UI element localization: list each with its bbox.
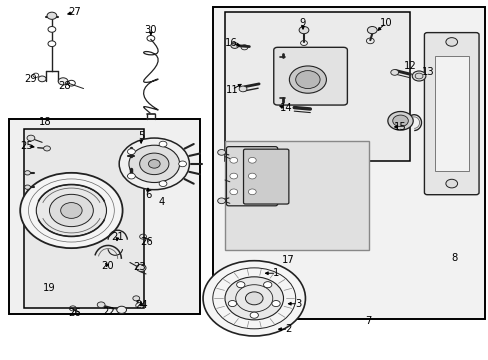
Circle shape — [159, 141, 166, 147]
Text: 16: 16 — [224, 38, 237, 48]
Circle shape — [236, 282, 244, 288]
Circle shape — [411, 71, 425, 81]
Circle shape — [127, 149, 135, 154]
Circle shape — [445, 179, 457, 188]
Bar — [224, 140, 368, 250]
Circle shape — [24, 185, 30, 189]
Circle shape — [289, 66, 326, 93]
Text: 26: 26 — [141, 237, 153, 247]
Circle shape — [97, 302, 105, 308]
Text: 15: 15 — [393, 122, 406, 132]
Circle shape — [47, 12, 57, 19]
Text: 23: 23 — [133, 262, 146, 272]
Text: 18: 18 — [39, 117, 52, 127]
Text: 12: 12 — [403, 61, 416, 71]
Text: 25: 25 — [20, 140, 33, 150]
Circle shape — [48, 41, 56, 46]
Circle shape — [119, 138, 189, 190]
FancyBboxPatch shape — [424, 33, 478, 195]
Text: 7: 7 — [365, 316, 371, 325]
Circle shape — [38, 76, 46, 82]
Circle shape — [248, 157, 256, 163]
Circle shape — [117, 306, 126, 314]
Circle shape — [248, 173, 256, 179]
Text: 30: 30 — [144, 25, 157, 35]
Circle shape — [136, 303, 143, 309]
Circle shape — [248, 189, 256, 195]
Text: 20: 20 — [102, 261, 114, 271]
Text: 27: 27 — [68, 7, 81, 17]
Circle shape — [245, 292, 263, 305]
Text: 28: 28 — [59, 81, 71, 91]
Text: 11: 11 — [225, 85, 238, 95]
Circle shape — [36, 185, 106, 236]
Text: 10: 10 — [379, 18, 391, 28]
Circle shape — [27, 135, 35, 141]
Bar — [24, 129, 143, 309]
Text: 26: 26 — [68, 309, 81, 318]
Text: 4: 4 — [158, 197, 164, 207]
Circle shape — [229, 189, 237, 195]
Circle shape — [129, 145, 179, 183]
Circle shape — [229, 173, 237, 179]
Bar — [224, 12, 409, 161]
Circle shape — [249, 312, 258, 318]
Circle shape — [136, 264, 146, 271]
Circle shape — [178, 161, 186, 167]
Circle shape — [229, 157, 237, 163]
Circle shape — [224, 277, 283, 320]
Text: 17: 17 — [282, 255, 294, 265]
Circle shape — [228, 301, 236, 307]
Text: 8: 8 — [450, 253, 456, 263]
Text: 2: 2 — [285, 324, 291, 334]
Circle shape — [48, 27, 56, 32]
Circle shape — [239, 86, 246, 92]
Bar — [9, 119, 199, 315]
FancyBboxPatch shape — [243, 149, 288, 204]
Text: 21: 21 — [111, 232, 124, 242]
Circle shape — [203, 261, 305, 336]
Circle shape — [299, 27, 308, 34]
Circle shape — [43, 146, 50, 151]
Circle shape — [445, 38, 457, 46]
Circle shape — [24, 171, 30, 175]
Circle shape — [58, 78, 68, 85]
Text: 14: 14 — [279, 103, 292, 113]
Text: 9: 9 — [299, 18, 305, 28]
Circle shape — [387, 112, 412, 130]
Circle shape — [49, 194, 93, 226]
Circle shape — [217, 198, 225, 204]
Circle shape — [140, 153, 168, 175]
Text: 5: 5 — [138, 131, 144, 141]
Circle shape — [148, 159, 160, 168]
FancyBboxPatch shape — [226, 147, 277, 206]
Circle shape — [20, 173, 122, 248]
Bar — [212, 7, 484, 319]
Text: 6: 6 — [144, 190, 151, 200]
Text: 19: 19 — [43, 283, 56, 293]
Bar — [434, 56, 468, 171]
Circle shape — [392, 115, 407, 127]
Circle shape — [263, 282, 271, 288]
Circle shape — [295, 71, 320, 89]
Circle shape — [271, 301, 280, 307]
Text: 29: 29 — [24, 74, 37, 84]
Circle shape — [61, 203, 82, 219]
Text: 22: 22 — [102, 307, 115, 317]
Text: 13: 13 — [421, 67, 433, 77]
Circle shape — [159, 181, 166, 186]
Text: 1: 1 — [272, 268, 279, 278]
Circle shape — [230, 42, 238, 48]
Circle shape — [133, 296, 140, 301]
Text: 24: 24 — [135, 300, 147, 310]
Circle shape — [390, 69, 398, 75]
Circle shape — [127, 173, 135, 179]
FancyBboxPatch shape — [273, 47, 346, 105]
Circle shape — [217, 149, 225, 155]
Text: 3: 3 — [294, 299, 301, 309]
Circle shape — [366, 27, 376, 34]
